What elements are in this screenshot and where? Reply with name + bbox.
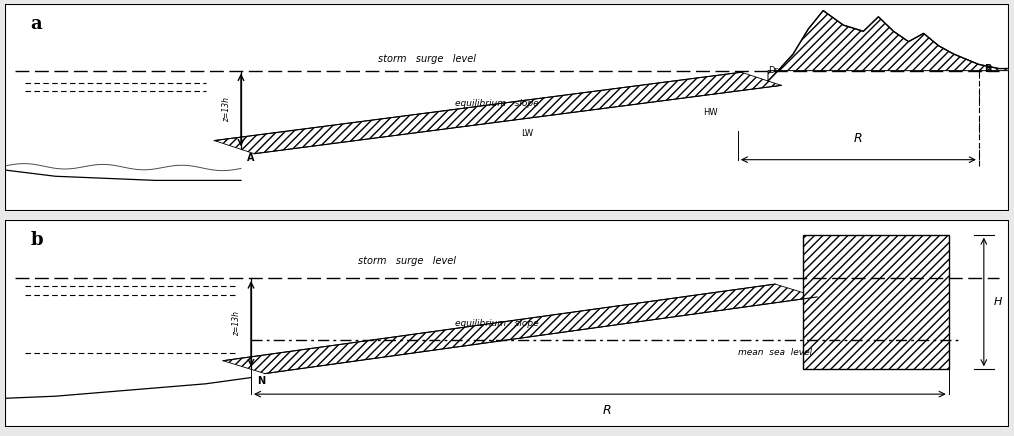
Text: storm   surge   level: storm surge level: [377, 54, 476, 65]
Text: R: R: [603, 405, 611, 418]
Text: B: B: [984, 64, 992, 74]
Text: z=13h: z=13h: [232, 311, 241, 336]
Text: R: R: [854, 132, 863, 145]
Text: LW: LW: [521, 129, 533, 138]
Text: A: A: [247, 153, 255, 164]
Text: equilibrium   slope: equilibrium slope: [455, 319, 538, 328]
Text: mean  sea  level: mean sea level: [738, 348, 812, 357]
Text: z=13h: z=13h: [222, 98, 231, 123]
Polygon shape: [214, 72, 782, 154]
Text: H: H: [994, 297, 1002, 307]
Polygon shape: [768, 10, 1009, 81]
Text: N: N: [257, 375, 265, 385]
Text: storm   surge   level: storm surge level: [358, 256, 455, 266]
Polygon shape: [223, 284, 817, 374]
Bar: [803, 235, 949, 369]
Text: equilibrium   slope: equilibrium slope: [455, 99, 538, 108]
Text: a: a: [30, 15, 42, 33]
Text: HW: HW: [703, 108, 717, 117]
Text: b: b: [30, 231, 43, 249]
Text: Dr: Dr: [768, 66, 778, 75]
